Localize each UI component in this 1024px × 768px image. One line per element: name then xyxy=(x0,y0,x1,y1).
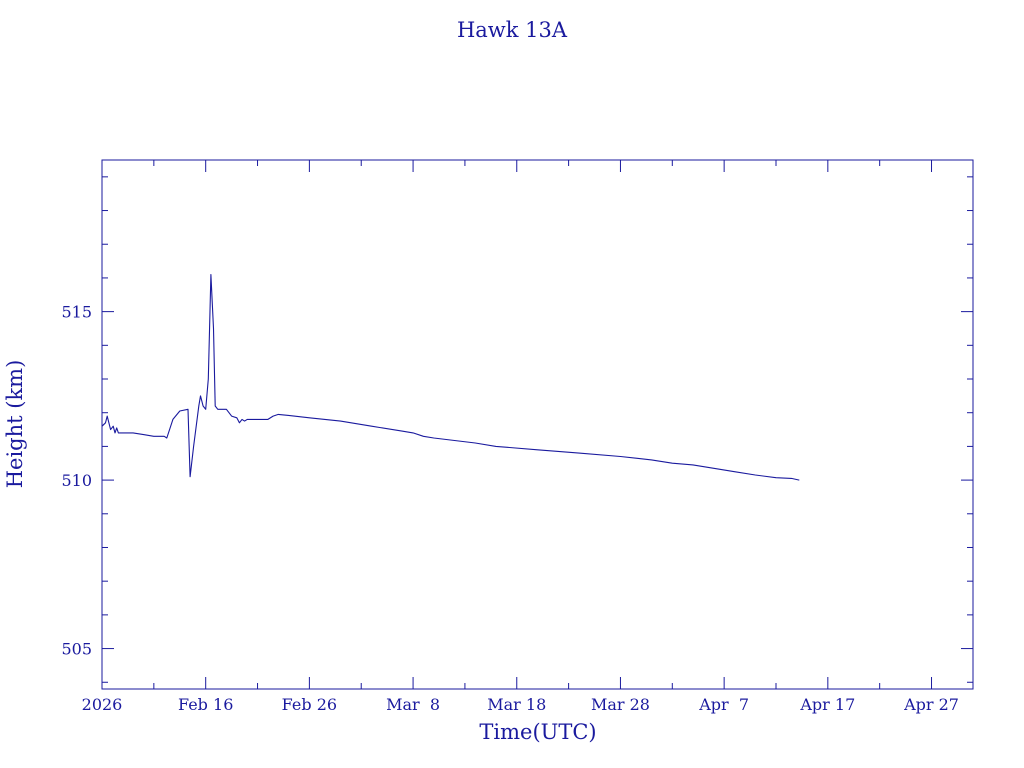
series-line xyxy=(101,274,800,481)
x-tick-label: Mar 18 xyxy=(487,695,546,714)
x-tick-label: 2026 xyxy=(82,695,123,714)
chart-title: Hawk 13A xyxy=(457,18,568,42)
y-tick-label: 515 xyxy=(61,303,92,322)
x-tick-label: Mar 8 xyxy=(386,695,440,714)
y-tick-label: 510 xyxy=(61,471,92,490)
y-axis-label: Height (km) xyxy=(3,360,27,489)
x-tick-label: Apr 17 xyxy=(799,695,855,714)
x-tick-label: Feb 26 xyxy=(282,695,337,714)
x-tick-label: Feb 16 xyxy=(178,695,233,714)
plot-frame xyxy=(101,159,974,690)
x-axis-label: Time(UTC) xyxy=(479,720,596,744)
x-tick-label: Apr 7 xyxy=(698,695,749,714)
x-tick-label: Mar 28 xyxy=(591,695,650,714)
y-tick-label: 505 xyxy=(61,640,92,659)
x-tick-label: Apr 27 xyxy=(903,695,959,714)
axis-ticks xyxy=(101,160,973,689)
tick-labels: 2026 Feb 16 Feb 26 Mar 8 Mar 18 Mar 28 Apr 7 Ap… xyxy=(61,303,959,714)
